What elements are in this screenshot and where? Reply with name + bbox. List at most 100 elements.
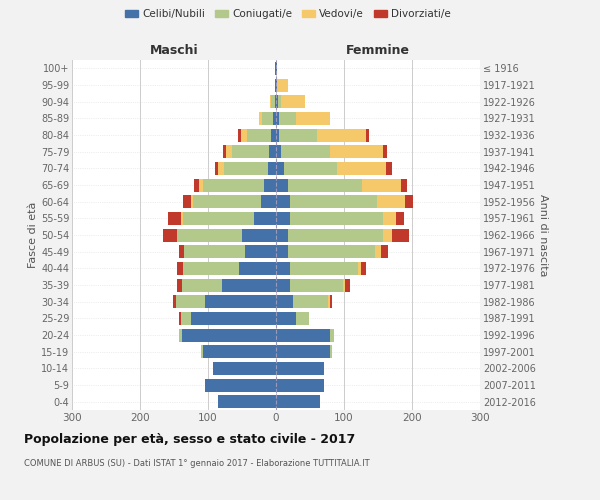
Bar: [343, 278, 344, 291]
Bar: [173, 295, 176, 308]
Bar: [317, 128, 366, 141]
Bar: [386, 162, 392, 175]
Bar: [288, 228, 383, 241]
Bar: [275, 95, 276, 108]
Bar: [308, 312, 310, 325]
Bar: [383, 212, 395, 225]
Bar: [278, 95, 281, 108]
Bar: [184, 245, 245, 258]
Bar: [392, 228, 409, 241]
Bar: [290, 278, 343, 291]
Bar: [344, 278, 350, 291]
Bar: [221, 278, 276, 291]
Bar: [262, 112, 272, 125]
Bar: [276, 395, 320, 408]
Bar: [383, 228, 392, 241]
Bar: [375, 245, 381, 258]
Bar: [277, 78, 287, 92]
Bar: [241, 128, 247, 141]
Bar: [288, 245, 375, 258]
Bar: [276, 278, 290, 291]
Bar: [199, 178, 203, 192]
Bar: [272, 112, 276, 125]
Bar: [276, 312, 296, 325]
Bar: [214, 362, 276, 375]
Text: Popolazione per età, sesso e stato civile - 2017: Popolazione per età, sesso e stato civil…: [24, 432, 355, 446]
Bar: [296, 312, 308, 325]
Bar: [177, 278, 182, 291]
Bar: [168, 212, 181, 225]
Bar: [268, 162, 276, 175]
Y-axis label: Fasce di età: Fasce di età: [28, 202, 38, 268]
Bar: [276, 78, 277, 92]
Bar: [381, 245, 388, 258]
Bar: [182, 328, 276, 342]
Bar: [276, 328, 331, 342]
Bar: [201, 345, 203, 358]
Bar: [276, 62, 277, 75]
Bar: [330, 295, 332, 308]
Bar: [276, 112, 280, 125]
Bar: [182, 278, 221, 291]
Bar: [275, 62, 276, 75]
Bar: [383, 145, 387, 158]
Bar: [218, 395, 276, 408]
Bar: [284, 162, 337, 175]
Bar: [218, 162, 224, 175]
Bar: [276, 378, 323, 392]
Bar: [245, 245, 276, 258]
Bar: [183, 195, 191, 208]
Bar: [405, 195, 413, 208]
Bar: [288, 178, 362, 192]
Bar: [271, 95, 275, 108]
Bar: [280, 112, 296, 125]
Bar: [331, 345, 332, 358]
Bar: [226, 145, 232, 158]
Bar: [276, 178, 288, 192]
Bar: [270, 95, 271, 108]
Bar: [276, 95, 278, 108]
Bar: [361, 262, 367, 275]
Bar: [223, 145, 226, 158]
Bar: [269, 145, 276, 158]
Legend: Celibi/Nubili, Coniugati/e, Vedovi/e, Divorziati/e: Celibi/Nubili, Coniugati/e, Vedovi/e, Di…: [121, 5, 455, 24]
Bar: [176, 295, 205, 308]
Bar: [205, 378, 276, 392]
Bar: [179, 245, 184, 258]
Bar: [247, 128, 271, 141]
Bar: [179, 328, 182, 342]
Bar: [276, 295, 293, 308]
Bar: [331, 145, 383, 158]
Bar: [264, 178, 276, 192]
Bar: [362, 178, 401, 192]
Bar: [205, 295, 276, 308]
Bar: [242, 228, 276, 241]
Bar: [239, 262, 276, 275]
Bar: [179, 312, 181, 325]
Bar: [276, 195, 290, 208]
Bar: [276, 262, 290, 275]
Bar: [281, 145, 331, 158]
Bar: [358, 262, 361, 275]
Bar: [293, 295, 328, 308]
Bar: [366, 128, 369, 141]
Bar: [290, 262, 358, 275]
Bar: [328, 295, 330, 308]
Bar: [203, 178, 264, 192]
Bar: [193, 195, 261, 208]
Bar: [191, 195, 193, 208]
Text: COMUNE DI ARBUS (SU) - Dati ISTAT 1° gennaio 2017 - Elaborazione TUTTITALIA.IT: COMUNE DI ARBUS (SU) - Dati ISTAT 1° gen…: [24, 459, 370, 468]
Bar: [261, 195, 276, 208]
Bar: [276, 362, 323, 375]
Bar: [183, 262, 239, 275]
Bar: [280, 128, 317, 141]
Bar: [276, 162, 284, 175]
Bar: [377, 195, 405, 208]
Bar: [178, 228, 242, 241]
Bar: [191, 312, 276, 325]
Bar: [254, 212, 276, 225]
Bar: [271, 128, 276, 141]
Bar: [163, 228, 177, 241]
Text: Maschi: Maschi: [149, 44, 199, 57]
Bar: [232, 145, 269, 158]
